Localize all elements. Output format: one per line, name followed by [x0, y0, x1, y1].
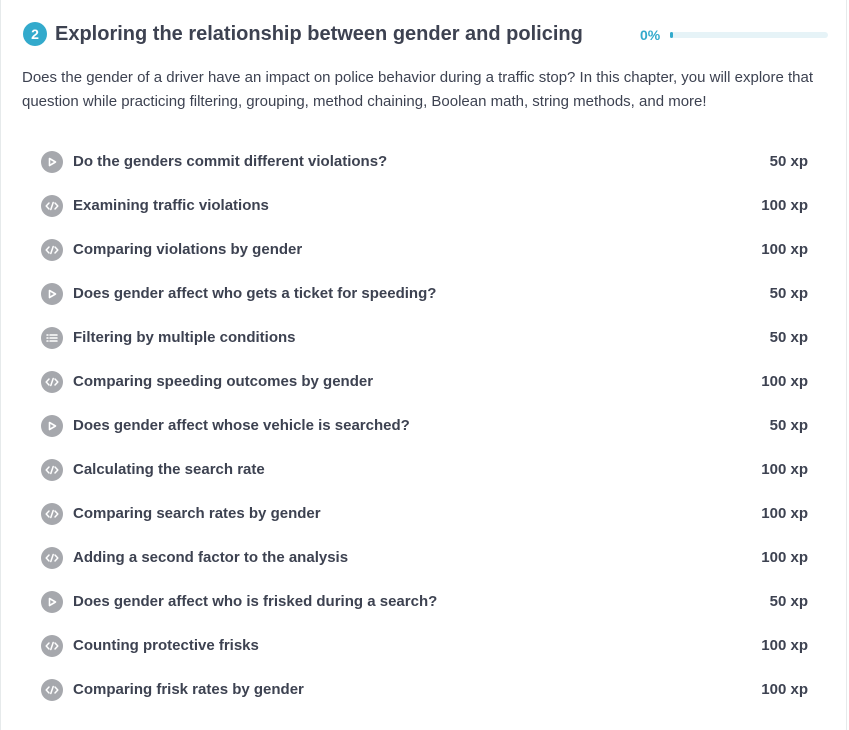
- exercise-title[interactable]: Do the genders commit different violatio…: [73, 153, 388, 170]
- progress-bar-fill: [670, 32, 673, 38]
- code-icon: [41, 195, 63, 217]
- exercise-title[interactable]: Adding a second factor to the analysis: [73, 549, 349, 566]
- exercise-item[interactable]: Comparing speeding outcomes by gender 100…: [31, 360, 821, 404]
- exercise-xp: 100 xp: [761, 637, 808, 654]
- exercise-title[interactable]: Filtering by multiple conditions: [73, 329, 296, 346]
- chapter-progress: 0%: [640, 25, 830, 47]
- exercise-title[interactable]: Does gender affect who is frisked during…: [73, 593, 438, 610]
- code-icon: [41, 679, 63, 701]
- play-icon: [41, 415, 63, 437]
- exercise-title[interactable]: Counting protective frisks: [73, 637, 259, 654]
- exercise-list: Do the genders commit different violatio…: [31, 140, 821, 712]
- play-icon: [41, 591, 63, 613]
- exercise-item[interactable]: Counting protective frisks 100 xp: [31, 624, 821, 668]
- exercise-item[interactable]: Calculating the search rate 100 xp: [31, 448, 821, 492]
- exercise-xp: 100 xp: [761, 197, 808, 214]
- list-icon: [41, 327, 63, 349]
- code-icon: [41, 239, 63, 261]
- exercise-xp: 50 xp: [769, 285, 808, 302]
- code-icon: [41, 459, 63, 481]
- exercise-xp: 100 xp: [761, 461, 808, 478]
- code-icon: [41, 635, 63, 657]
- play-icon: [41, 151, 63, 173]
- exercise-title[interactable]: Examining traffic violations: [73, 197, 269, 214]
- exercise-xp: 100 xp: [761, 681, 808, 698]
- exercise-title[interactable]: Comparing speeding outcomes by gender: [73, 373, 374, 390]
- play-icon: [41, 283, 63, 305]
- progress-percentage: 0%: [640, 27, 661, 43]
- exercise-xp: 100 xp: [761, 241, 808, 258]
- chapter-title[interactable]: Exploring the relationship between gende…: [55, 23, 583, 45]
- code-icon: [41, 547, 63, 569]
- exercise-xp: 100 xp: [761, 549, 808, 566]
- exercise-item[interactable]: Does gender affect who gets a ticket for…: [31, 272, 821, 316]
- exercise-xp: 50 xp: [769, 593, 808, 610]
- chapter-description: Does the gender of a driver have an impa…: [22, 69, 814, 110]
- exercise-title[interactable]: Does gender affect who gets a ticket for…: [73, 285, 437, 302]
- exercise-item[interactable]: Comparing frisk rates by gender 100 xp: [31, 668, 821, 712]
- exercise-item[interactable]: Comparing search rates by gender 100 xp: [31, 492, 821, 536]
- exercise-xp: 50 xp: [769, 417, 808, 434]
- exercise-item[interactable]: Examining traffic violations 100 xp: [31, 184, 821, 228]
- exercise-title[interactable]: Comparing frisk rates by gender: [73, 681, 304, 698]
- exercise-title[interactable]: Calculating the search rate: [73, 461, 265, 478]
- exercise-item[interactable]: Does gender affect whose vehicle is sear…: [31, 404, 821, 448]
- exercise-xp: 100 xp: [761, 373, 808, 390]
- chapter-number-badge: 2: [23, 22, 47, 46]
- exercise-item[interactable]: Do the genders commit different violatio…: [31, 140, 821, 184]
- exercise-xp: 50 xp: [769, 153, 808, 170]
- progress-bar-track: [670, 32, 828, 38]
- exercise-item[interactable]: Filtering by multiple conditions 50 xp: [31, 316, 821, 360]
- exercise-title[interactable]: Comparing search rates by gender: [73, 505, 321, 522]
- exercise-title[interactable]: Comparing violations by gender: [73, 241, 303, 258]
- exercise-item[interactable]: Adding a second factor to the analysis 10…: [31, 536, 821, 580]
- code-icon: [41, 503, 63, 525]
- exercise-xp: 100 xp: [761, 505, 808, 522]
- chapter-header: 2 Exploring the relationship between gen…: [23, 20, 828, 50]
- exercise-item[interactable]: Comparing violations by gender 100 xp: [31, 228, 821, 272]
- exercise-item[interactable]: Does gender affect who is frisked during…: [31, 580, 821, 624]
- code-icon: [41, 371, 63, 393]
- exercise-xp: 50 xp: [769, 329, 808, 346]
- exercise-title[interactable]: Does gender affect whose vehicle is sear…: [73, 417, 410, 434]
